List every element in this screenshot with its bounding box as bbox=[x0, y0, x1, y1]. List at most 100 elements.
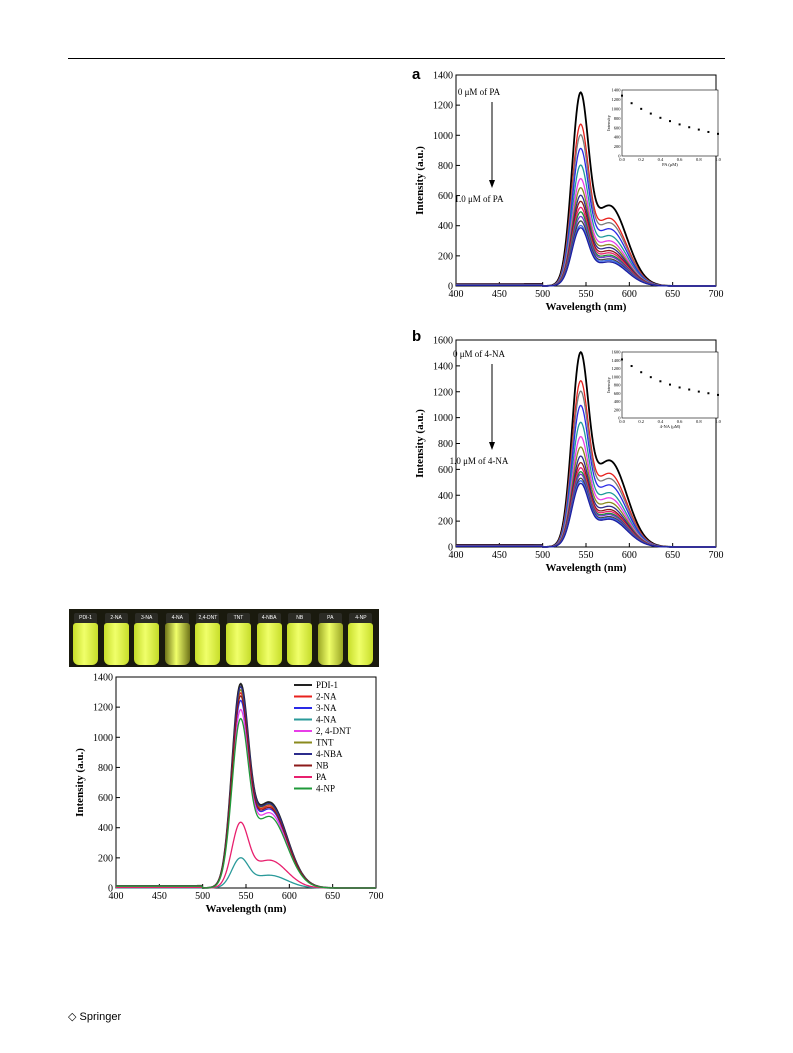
y-tick-label: 200 bbox=[438, 251, 453, 262]
inset-y-tick-label: 600 bbox=[614, 391, 622, 396]
x-tick-label: 500 bbox=[535, 550, 550, 561]
x-axis-title: Wavelength (nm) bbox=[546, 301, 627, 313]
spectrum-line-9 bbox=[456, 200, 716, 287]
inset-data-point bbox=[707, 130, 710, 133]
x-tick-label: 650 bbox=[665, 550, 680, 561]
vial-solution bbox=[134, 623, 160, 665]
x-tick-label: 500 bbox=[535, 289, 550, 300]
spectrum-line-8 bbox=[456, 194, 716, 287]
chart-b: 400 450 500 550 600 650 700 0 200 400 600 800 1000 12… bbox=[412, 328, 724, 574]
inset-data-point bbox=[678, 386, 681, 389]
x-tick-label: 450 bbox=[492, 550, 507, 561]
spectrum-line-8 bbox=[456, 455, 716, 548]
vial-label: NB bbox=[288, 613, 312, 624]
inset-data-point bbox=[717, 393, 719, 396]
inset-data-point bbox=[688, 388, 691, 391]
panel-letter: b bbox=[412, 328, 421, 345]
inset-x-tick-label: 0.0 bbox=[619, 157, 625, 162]
legend-label: 3-NA bbox=[316, 703, 337, 713]
spectrum-line-4 bbox=[116, 857, 376, 889]
annotation-end: 1.0 μM of PA bbox=[454, 194, 504, 204]
titration-arrow-head bbox=[489, 442, 495, 450]
inset-data-point bbox=[707, 392, 710, 395]
inset-data-point bbox=[659, 116, 662, 119]
vial: 4-NP bbox=[348, 613, 374, 665]
inset-data-point bbox=[630, 365, 633, 368]
spectrum-line-9 bbox=[116, 821, 376, 889]
legend-label: 2-NA bbox=[316, 692, 337, 702]
y-tick-label: 600 bbox=[438, 191, 453, 202]
x-tick-label: 650 bbox=[325, 891, 340, 902]
legend-label: 4-NBA bbox=[316, 749, 343, 759]
vial-label: PA bbox=[318, 613, 342, 624]
x-tick-label: 400 bbox=[449, 550, 464, 561]
spectrum-line-10 bbox=[456, 467, 716, 548]
y-tick-label: 400 bbox=[98, 823, 113, 834]
inset-y-tick-label: 800 bbox=[614, 383, 622, 388]
vial-solution bbox=[164, 623, 190, 665]
inset-y-title: Intensity bbox=[606, 114, 611, 130]
x-tick-label: 400 bbox=[449, 289, 464, 300]
vial-label: 4-NBA bbox=[257, 613, 281, 624]
inset-data-point bbox=[669, 120, 671, 123]
spectrum-line-10 bbox=[116, 717, 376, 889]
inset-x-title: 4-NA (μM) bbox=[660, 424, 681, 429]
annotation-start: 0 μM of 4-NA bbox=[453, 349, 506, 359]
inset-x-tick-label: 0.6 bbox=[677, 419, 683, 424]
inset-y-tick-label: 1000 bbox=[612, 374, 622, 379]
x-tick-label: 700 bbox=[709, 289, 724, 300]
inset-x-tick-label: 0.8 bbox=[696, 419, 702, 424]
chart-c: 400 450 500 550 600 650 700 0 200 400 600 800 1000 12… bbox=[74, 673, 384, 916]
spectrum-line-12 bbox=[456, 473, 716, 548]
y-axis-title: Intensity (a.u.) bbox=[414, 409, 426, 478]
inset-data-point bbox=[678, 123, 681, 126]
y-tick-label: 800 bbox=[438, 439, 453, 450]
y-tick-label: 1200 bbox=[433, 387, 453, 398]
y-tick-label: 600 bbox=[438, 465, 453, 476]
y-tick-label: 1400 bbox=[433, 71, 453, 82]
inset-data-point bbox=[640, 107, 643, 110]
y-tick-label: 200 bbox=[438, 517, 453, 528]
inset-data-point bbox=[659, 380, 662, 383]
inset-data-point bbox=[649, 376, 652, 379]
x-tick-label: 550 bbox=[239, 891, 254, 902]
inset-x-tick-label: 0.2 bbox=[638, 419, 644, 424]
inset-y-title: Intensity bbox=[606, 376, 611, 392]
vial: PDI-1 bbox=[73, 613, 98, 665]
spectrum-line-10 bbox=[456, 206, 716, 287]
y-tick-label: 800 bbox=[438, 161, 453, 172]
inset-y-tick-label: 0 bbox=[618, 416, 621, 421]
vial-solution bbox=[226, 623, 251, 665]
y-tick-label: 1000 bbox=[433, 131, 453, 142]
inset-y-tick-label: 1400 bbox=[612, 358, 622, 363]
inset-x-tick-label: 0.6 bbox=[677, 157, 683, 162]
x-tick-label: 450 bbox=[152, 891, 167, 902]
vial: TNT bbox=[226, 613, 251, 665]
vial-solution bbox=[73, 623, 98, 665]
inset-data-point bbox=[697, 390, 700, 393]
inset-y-tick-label: 1200 bbox=[612, 366, 622, 371]
y-axis-title: Intensity (a.u.) bbox=[74, 748, 86, 817]
y-tick-label: 1400 bbox=[433, 361, 453, 372]
x-tick-label: 450 bbox=[492, 289, 507, 300]
vial-solution bbox=[195, 623, 221, 665]
inset-x-tick-label: 0.2 bbox=[638, 157, 644, 162]
inset-y-tick-label: 1400 bbox=[612, 88, 622, 93]
legend-label: 4-NA bbox=[316, 715, 337, 725]
legend-label: 4-NP bbox=[316, 784, 335, 794]
legend-label: TNT bbox=[316, 738, 334, 748]
publisher-footer: ◇ Springer bbox=[68, 1010, 121, 1023]
spectrum-line-13 bbox=[456, 220, 716, 287]
vial-label: 4-NP bbox=[349, 613, 373, 624]
vial: NB bbox=[287, 613, 313, 665]
vial-solution bbox=[287, 623, 313, 665]
legend-label: PDI-1 bbox=[316, 680, 338, 690]
spectrum-line-12 bbox=[456, 215, 716, 287]
y-tick-label: 0 bbox=[448, 282, 453, 293]
x-axis-title: Wavelength (nm) bbox=[206, 903, 287, 915]
vial: 4-NBA bbox=[256, 613, 282, 665]
spectrum-line-7 bbox=[116, 685, 376, 889]
y-tick-label: 200 bbox=[98, 853, 113, 864]
inset-y-tick-label: 1000 bbox=[612, 106, 622, 111]
vial: 2,4-DNT bbox=[195, 613, 221, 665]
